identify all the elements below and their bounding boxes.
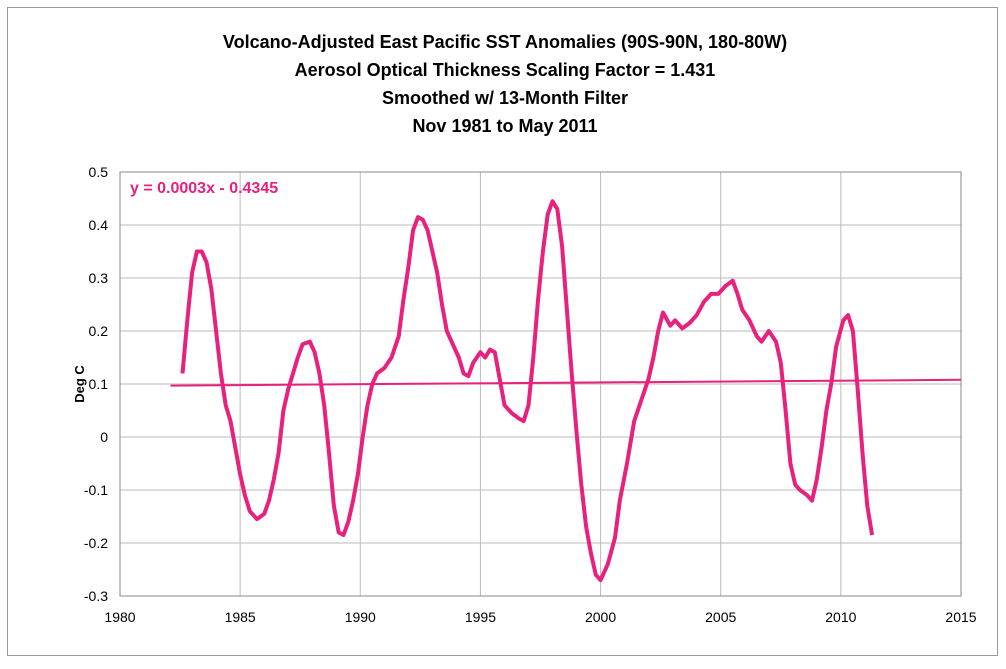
y-tick-label: 0.4 [89,217,109,233]
x-tick-label: 1980 [104,609,135,625]
chart-title: Volcano-Adjusted East Pacific SST Anomal… [223,32,787,52]
x-tick-label: 1990 [345,609,376,625]
y-tick-label: -0.2 [84,535,108,551]
x-tick-label: 2010 [825,609,856,625]
y-tick-label: 0.2 [89,323,109,339]
x-tick-label: 2005 [705,609,736,625]
x-tick-label: 2000 [585,609,616,625]
x-tick-label: 1995 [465,609,496,625]
x-tick-label: 2015 [945,609,976,625]
y-tick-label: -0.3 [84,588,108,604]
y-tick-label: -0.1 [84,482,108,498]
y-tick-label: 0 [100,429,108,445]
y-tick-label: 0.5 [89,164,109,180]
y-tick-label: 0.1 [89,376,109,392]
x-tick-label: 1985 [225,609,256,625]
plot-area-border [119,171,962,597]
y-tick-label: 0.3 [89,270,109,286]
chart-subtitle: Aerosol Optical Thickness Scaling Factor… [295,60,716,80]
trendline [170,378,962,387]
chart-subtitle: Smoothed w/ 13-Month Filter [382,88,628,108]
y-axis-label: Deg C [72,365,87,403]
chart-subtitle: Nov 1981 to May 2011 [412,116,597,136]
trendline-equation: y = 0.0003x - 0.4345 [130,180,278,197]
